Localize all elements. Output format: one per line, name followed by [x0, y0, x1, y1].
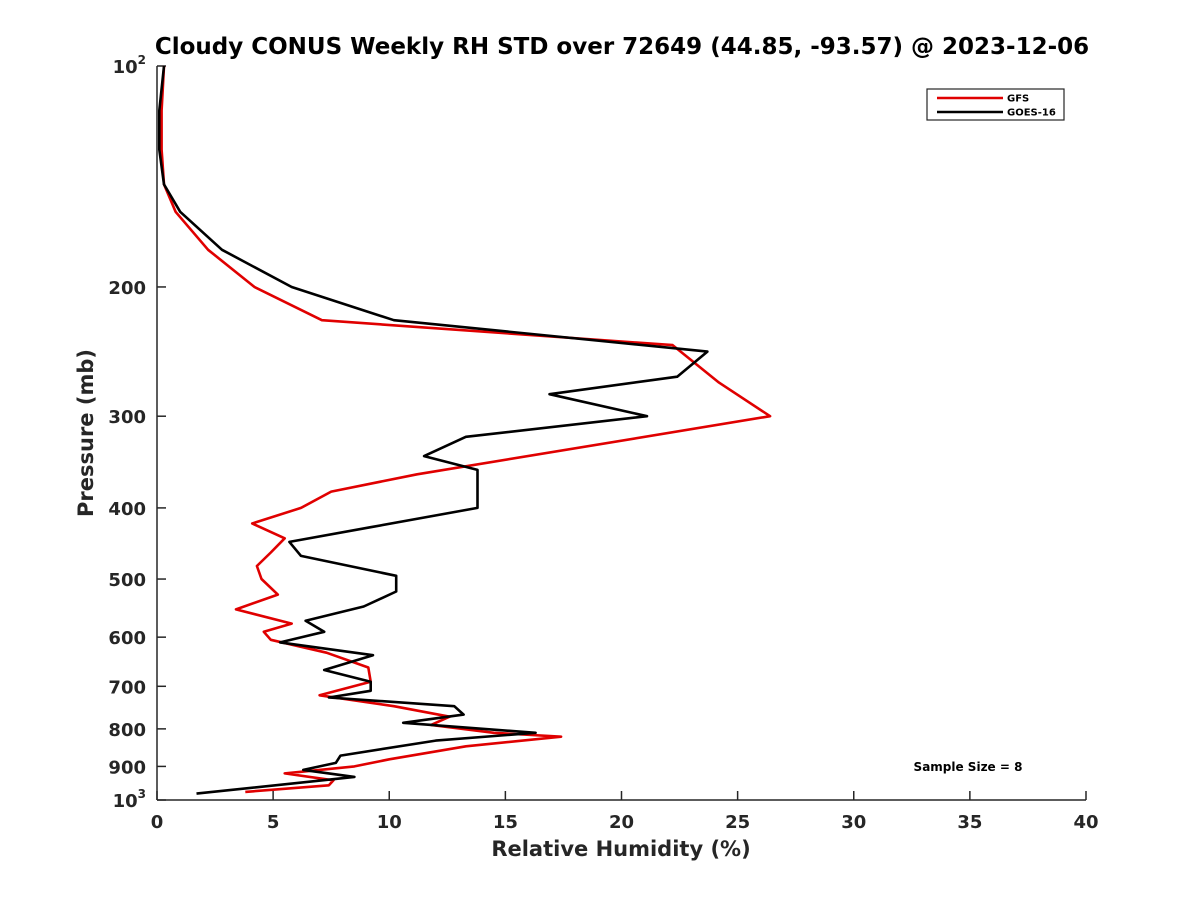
x-tick-label: 25 — [725, 812, 750, 833]
x-tick-label: 20 — [609, 812, 634, 833]
y-tick-label: 900 — [108, 757, 146, 778]
x-tick-label: 30 — [841, 812, 866, 833]
y-tick-label: 800 — [108, 720, 146, 741]
x-ticks: 0 5 10 15 20 25 30 35 40 — [151, 791, 1099, 833]
series-lines — [158, 65, 772, 795]
legend-box — [926, 88, 1065, 121]
x-tick-label: 10 — [377, 812, 402, 833]
series-line-gfs — [160, 65, 772, 794]
x-tick-label: 0 — [151, 812, 164, 833]
y-tick-label: 700 — [108, 677, 146, 698]
y-tick-label: 300 — [108, 407, 146, 428]
y-ticks: 102 200 300 400 500 600 700 800 900 103 — [108, 53, 166, 812]
y-tick-label: 200 — [108, 278, 146, 299]
y-tick-label: 102 — [113, 53, 146, 78]
x-axis-label: Relative Humidity (%) — [491, 837, 750, 861]
x-tick-label: 40 — [1073, 812, 1098, 833]
series-line-goes-16 — [158, 65, 709, 795]
legend-entry-label: GOES-16 — [1007, 108, 1056, 119]
legend: GFS GOES-16 — [926, 88, 1065, 121]
y-tick-label: 400 — [108, 499, 146, 520]
y-axis-label: Pressure (mb) — [74, 349, 98, 517]
x-tick-label: 15 — [493, 812, 518, 833]
sample-size-annotation: Sample Size = 8 — [914, 760, 1023, 774]
x-tick-label: 5 — [267, 812, 280, 833]
chart-title: Cloudy CONUS Weekly RH STD over 72649 (4… — [155, 34, 1089, 60]
y-tick-label: 600 — [108, 628, 146, 649]
y-tick-label: 500 — [108, 570, 146, 591]
legend-entry-label: GFS — [1007, 94, 1029, 105]
y-tick-label: 103 — [113, 787, 146, 812]
x-tick-label: 35 — [957, 812, 982, 833]
